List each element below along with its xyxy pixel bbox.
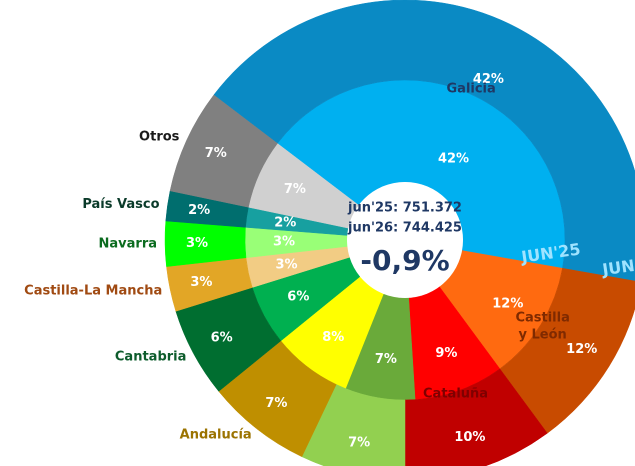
value-label: 3%	[190, 275, 212, 290]
value-label: 6%	[211, 331, 233, 346]
center-line: jun'26: 744.425	[347, 221, 462, 236]
value-label: 6%	[287, 290, 309, 305]
value-label: 12%	[566, 342, 597, 357]
value-label: 7%	[348, 435, 370, 450]
value-label: 9%	[435, 346, 457, 361]
value-label: 42%	[473, 72, 504, 87]
value-label: 2%	[188, 203, 210, 218]
ring-segment	[404, 368, 548, 466]
category-label: País Vasco	[82, 197, 159, 212]
category-label: Navarra	[99, 236, 158, 251]
center-line: jun'25: 751.372	[347, 201, 462, 216]
center-change: -0,9%	[360, 244, 449, 277]
value-label: 2%	[274, 215, 296, 230]
category-label: Galicia	[447, 81, 496, 96]
value-label: 42%	[438, 152, 469, 167]
category-label: Andalucía	[180, 427, 252, 442]
value-label: 3%	[276, 257, 298, 272]
ring-segment	[213, 0, 635, 281]
category-label: Otros	[139, 129, 180, 144]
rings	[164, 0, 635, 466]
category-label: Cantabria	[115, 350, 187, 365]
value-label: 7%	[265, 396, 287, 411]
value-label: 12%	[492, 296, 523, 311]
value-label: 10%	[454, 430, 485, 445]
value-label: 7%	[284, 182, 306, 197]
category-label: Castilla y León	[515, 310, 569, 342]
category-label: Castilla-La Mancha	[24, 283, 162, 298]
value-label: 3%	[186, 236, 208, 251]
value-label: 7%	[375, 352, 397, 367]
value-label: 7%	[205, 146, 227, 161]
center-hole	[347, 182, 463, 298]
value-label: 3%	[273, 234, 295, 249]
value-label: 8%	[322, 330, 344, 345]
category-label: Cataluña	[423, 386, 488, 401]
